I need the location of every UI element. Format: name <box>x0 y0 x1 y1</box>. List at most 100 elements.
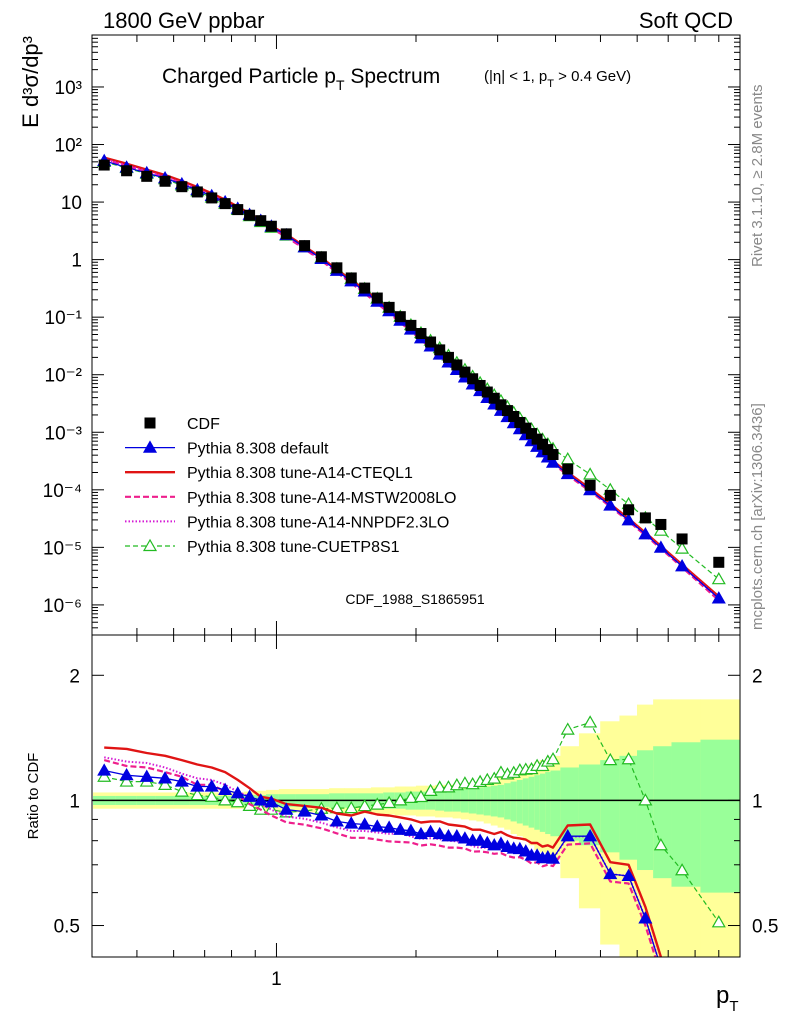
ratio-point-default <box>204 779 219 792</box>
mcplots-label: mcplots.cern.ch [arXiv:1306.3436] <box>749 403 766 630</box>
band-inner <box>504 783 512 820</box>
ratio-point-default <box>242 789 257 802</box>
ratio-point-cuetp8s1 <box>403 790 418 803</box>
top-point-cdf <box>98 159 110 171</box>
top-ytick-label: 10⁻¹ <box>45 308 83 329</box>
header-left: 1800 GeV ppbar <box>103 8 264 33</box>
top-point-cuetp8s1 <box>583 467 598 480</box>
top-point-default <box>545 455 561 468</box>
ratio-point-default <box>457 831 472 844</box>
top-point-cdf <box>459 366 471 378</box>
top-point-cuetp8s1 <box>711 571 726 585</box>
top-point-cdf <box>191 186 203 198</box>
ratio-point-cuetp8s1 <box>675 863 690 876</box>
ratio-point-default <box>545 851 561 864</box>
ratio-point-default <box>329 814 344 827</box>
header-right: Soft QCD <box>639 8 733 33</box>
top-point-cdf <box>474 379 486 391</box>
top-point-cuetp8s1 <box>560 452 575 465</box>
ratio-point-default <box>480 835 495 849</box>
ratio-point-default <box>423 824 438 837</box>
top-ytick-label: 10² <box>55 136 82 157</box>
top-point-default <box>675 559 690 572</box>
ratio-point-cuetp8s1 <box>423 783 438 797</box>
band-inner <box>510 781 518 822</box>
analysis-watermark: CDF_1988_S1865951 <box>345 591 485 607</box>
ratio-point-default <box>621 868 636 882</box>
ratio-ytick-label-right: 2 <box>752 666 763 687</box>
top-point-default <box>603 498 618 511</box>
ratio-point-default <box>370 819 385 832</box>
top-ytick-label: 10⁻³ <box>45 423 83 444</box>
band-inner <box>636 750 654 871</box>
top-series-group <box>97 153 726 604</box>
ratio-point-default <box>603 866 618 880</box>
top-point-cdf <box>383 301 395 313</box>
ratio-uncertainty-bands <box>93 699 740 957</box>
top-ytick-label: 10⁻⁴ <box>43 481 82 502</box>
ratio-point-cuetp8s1 <box>545 752 561 765</box>
top-point-default <box>653 540 668 553</box>
top-chart-cut: (|η| < 1, pT > 0.4 GeV) <box>484 68 631 90</box>
top-point-cdf <box>425 336 437 348</box>
top-point-cuetp8s1 <box>675 541 690 554</box>
ratio-point-cuetp8s1 <box>457 776 472 789</box>
ratio-point-default <box>403 823 418 836</box>
top-chart-title: Charged Particle pT Spectrum <box>162 65 440 93</box>
band-inner <box>550 770 561 837</box>
legend-label-mstw: Pythia 8.308 tune-A14-MSTW2008LO <box>187 490 456 507</box>
top-point-default <box>638 527 653 540</box>
top-point-cdf <box>219 198 231 210</box>
top-point-cdf <box>488 392 500 404</box>
ratio-point-default <box>583 829 598 842</box>
ratio-point-default <box>432 826 447 840</box>
ratio-point-default <box>190 779 205 792</box>
ratio-point-default <box>230 786 245 799</box>
ratio-line-cteql1 <box>104 746 663 957</box>
x-axis-label: pT <box>716 982 739 1015</box>
title-main: Charged Particle p <box>162 65 336 88</box>
legend-marker-cuetp8s1 <box>142 538 158 552</box>
top-point-cdf <box>623 504 635 516</box>
top-point-cdf <box>265 220 277 232</box>
cut-main: (|η| < 1, p <box>484 68 547 85</box>
top-point-default <box>621 513 636 526</box>
ratio-point-default <box>119 767 134 781</box>
title-tail: Spectrum <box>345 65 441 88</box>
legend: CDF Pythia 8.308 default Pythia 8.308 tune… <box>125 416 456 556</box>
top-point-cdf <box>501 405 513 417</box>
ratio-point-cuetp8s1 <box>218 793 233 806</box>
top-line-default <box>104 160 720 599</box>
legend-label-cteql1: Pythia 8.308 tune-A14-CTEQL1 <box>187 465 413 482</box>
top-point-cdf <box>315 251 327 263</box>
band-inner <box>539 773 546 832</box>
top-point-cdf <box>467 373 479 385</box>
top-panel: 10⁻⁶ 10⁻⁵ 10⁻⁴ 10⁻³ 10⁻² 10⁻¹ 1 10 10² 10³ Charge… <box>18 34 741 636</box>
band-inner <box>545 772 551 835</box>
top-ytick-label: 1 <box>71 251 82 272</box>
bottom-ylabel: Ratio to CDF <box>25 753 42 840</box>
top-point-cdf <box>495 399 507 411</box>
band-inner <box>671 742 701 887</box>
top-point-cdf <box>280 228 292 240</box>
ratio-point-default <box>676 991 688 1002</box>
band-inner <box>560 767 580 841</box>
ratio-ytick-label: 0.5 <box>54 917 80 938</box>
ratio-point-cuetp8s1 <box>583 715 598 728</box>
top-point-cdf <box>176 181 188 193</box>
top-axis-ticks: 10⁻⁶ 10⁻⁵ 10⁻⁴ 10⁻³ 10⁻² 10⁻¹ 1 10 10² 10³ <box>43 34 741 636</box>
cut-sub: T <box>547 78 554 90</box>
ratio-point-default <box>344 816 359 829</box>
ratio-point-default <box>382 820 397 833</box>
top-point-cdf <box>405 319 417 331</box>
ratio-line-mstw <box>103 759 657 957</box>
ratio-point-cuetp8s1 <box>711 915 726 928</box>
band-inner <box>619 755 638 860</box>
top-ytick-label: 10 <box>61 193 82 214</box>
bottom-axis-ticks: 0.5 0.5 1 1 2 2 1 <box>54 635 778 990</box>
legend-label-nnpdf: Pythia 8.308 tune-A14-NNPDF2.3LO <box>187 514 449 531</box>
top-point-cdf <box>514 416 526 428</box>
ratio-point-default <box>218 782 233 795</box>
bottom-panel: 0.5 0.5 1 1 2 2 1 Ratio to CDF pT <box>25 634 778 1015</box>
top-point-cdf <box>639 512 651 524</box>
